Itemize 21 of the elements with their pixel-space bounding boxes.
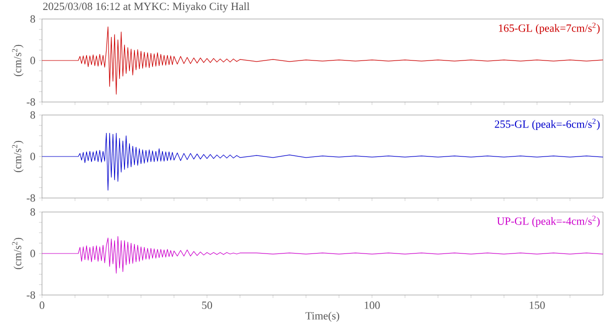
x-axis-title: Time(s) [306,312,340,322]
text: 255-GL (peak=-6cm/s$^{2}$) [494,118,600,130]
y-tick-label: -8 [26,291,36,299]
y-tick-label: -8 [26,98,36,106]
text: UP-GL (peak=-4cm/s$^{2}$) [497,216,600,228]
chart-title: 2025/03/08 16:12 at MYKC: Miyako City Hall [43,2,250,12]
y-tick-label: 8 [30,15,36,23]
text: 165-GL (peak=7cm/s$^{2}$) [498,22,600,34]
x-tick-label: 50 [202,302,212,309]
x-tick-label: 150 [530,302,545,309]
y-tick-label: 0 [30,250,36,258]
y-axis-title: (cm/s$^{2}$) [12,140,24,172]
y-tick-label: 0 [30,152,36,160]
y-tick-label: 0 [30,56,36,64]
x-tick-label: 0 [40,302,44,309]
x-tick-label: 100 [364,302,380,309]
y-tick-label: -8 [26,194,36,202]
y-axis-title: (cm/s$^{2}$) [12,238,24,270]
y-axis-title: (cm/s$^{2}$) [12,44,24,76]
y-tick-label: 8 [30,208,36,216]
y-tick-label: 8 [30,111,36,119]
